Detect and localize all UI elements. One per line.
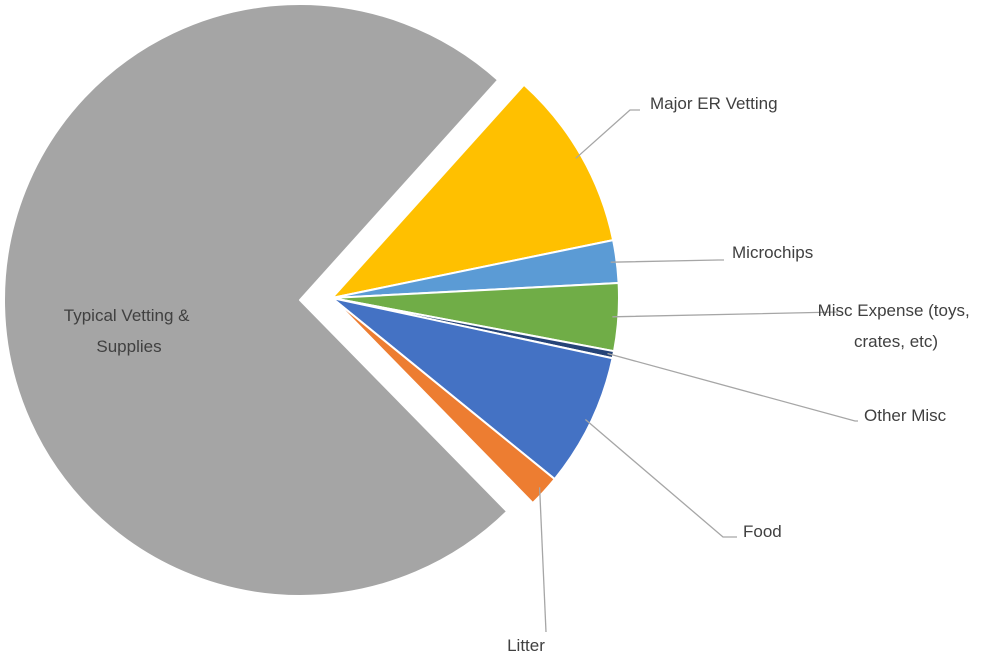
label-line: crates, etc) <box>854 332 938 351</box>
leader-lines <box>538 109 858 633</box>
leader-line <box>575 109 640 159</box>
pie-slice-major-er-vetting <box>331 83 615 299</box>
label-line: Misc Expense (toys, <box>818 301 970 320</box>
label-line: Food <box>743 522 782 541</box>
pie-slices <box>3 3 620 597</box>
label-line: Typical Vetting & <box>64 306 190 325</box>
label-line: Supplies <box>96 337 161 356</box>
leader-line <box>538 487 547 633</box>
leader-line <box>610 259 724 263</box>
slice-label-food: Food <box>743 522 782 541</box>
slice-label-litter: Litter <box>507 636 545 655</box>
pie-slice-litter <box>331 297 556 505</box>
label-line: Microchips <box>732 243 813 262</box>
pie-slice-typical-vetting-supplies <box>3 3 509 597</box>
slice-label-other-misc: Other Misc <box>864 406 947 425</box>
leader-line <box>584 419 737 538</box>
label-line: Major ER Vetting <box>650 94 778 113</box>
slice-label-microchips: Microchips <box>732 243 813 262</box>
slice-label-misc-expense: Misc Expense (toys, crates, etc) <box>818 301 975 351</box>
leader-line <box>607 352 858 422</box>
label-line: Litter <box>507 636 545 655</box>
slice-label-typical-vetting: Typical Vetting & Supplies <box>64 306 194 356</box>
pie-slice-food <box>331 297 614 481</box>
label-line: Other Misc <box>864 406 947 425</box>
slice-label-major-er-vetting: Major ER Vetting <box>650 94 778 113</box>
leader-line <box>612 311 839 318</box>
